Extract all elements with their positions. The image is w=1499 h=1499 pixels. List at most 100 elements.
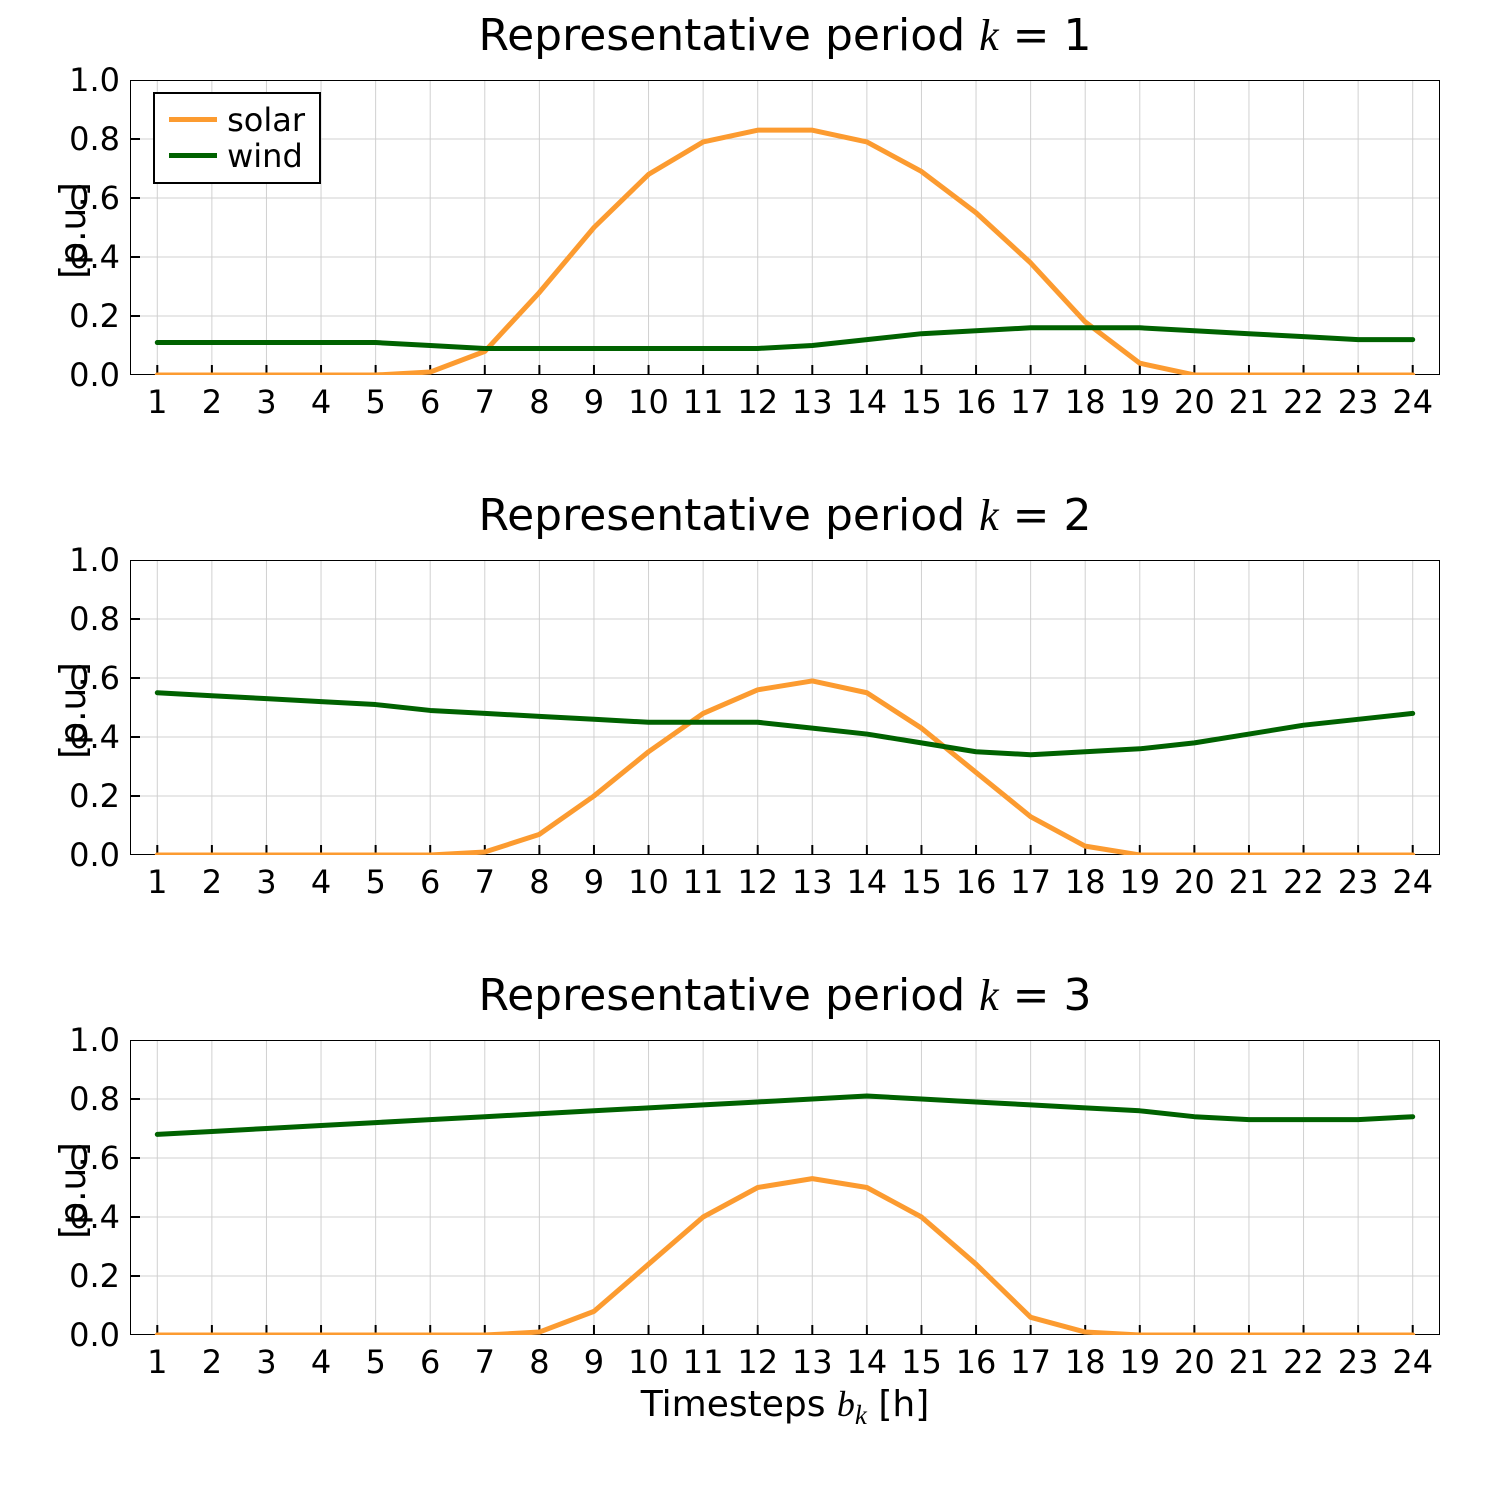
ytick-label: 0.0 — [69, 836, 120, 874]
xtick-label: 22 — [1283, 383, 1324, 421]
panel-title: Representative period k = 2 — [130, 490, 1440, 541]
ytick-label: 0.2 — [69, 777, 120, 815]
xtick-label: 8 — [529, 1343, 549, 1381]
xtick-label: 6 — [420, 383, 440, 421]
ytick-label: 0.0 — [69, 1316, 120, 1354]
xtick-label: 8 — [529, 383, 549, 421]
ytick-label: 0.8 — [69, 600, 120, 638]
gridlines — [130, 80, 1440, 375]
figure-root: { "figure": { "width_px": 1499, "height_… — [0, 0, 1499, 1499]
panel-title: Representative period k = 3 — [130, 970, 1440, 1021]
xtick-label: 8 — [529, 863, 549, 901]
xtick-label: 10 — [628, 1343, 669, 1381]
xtick-label: 17 — [1010, 383, 1051, 421]
xtick-label: 13 — [792, 1343, 833, 1381]
gridlines — [130, 1040, 1440, 1335]
ytick-label: 0.8 — [69, 1080, 120, 1118]
xtick-label: 18 — [1065, 1343, 1106, 1381]
xtick-label: 14 — [847, 383, 888, 421]
xtick-label: 22 — [1283, 1343, 1324, 1381]
ytick-label: 0.0 — [69, 356, 120, 394]
panel-title: Representative period k = 1 — [130, 10, 1440, 61]
xtick-label: 21 — [1229, 863, 1270, 901]
chart-panel-k2: Representative period k = 20.00.20.40.60… — [130, 550, 1440, 930]
series-line-wind — [157, 328, 1412, 349]
gridlines — [130, 560, 1440, 855]
xtick-label: 11 — [683, 1343, 724, 1381]
legend-label-solar: solar — [227, 101, 305, 139]
xtick-label: 23 — [1338, 1343, 1379, 1381]
plot-area: 0.00.20.40.60.81.01234567891011121314151… — [130, 560, 1440, 855]
series-line-solar — [157, 681, 1412, 855]
xtick-label: 24 — [1392, 383, 1433, 421]
xtick-label: 20 — [1174, 383, 1215, 421]
chart-panel-k3: Representative period k = 30.00.20.40.60… — [130, 1030, 1440, 1410]
xtick-label: 10 — [628, 863, 669, 901]
xtick-label: 9 — [584, 863, 604, 901]
y-axis-label: [p.u.] — [53, 1142, 94, 1239]
chart-svg — [130, 80, 1440, 375]
xtick-label: 2 — [202, 1343, 222, 1381]
xtick-label: 24 — [1392, 1343, 1433, 1381]
xtick-label: 3 — [256, 1343, 276, 1381]
ytick-label: 1.0 — [69, 541, 120, 579]
xtick-label: 2 — [202, 863, 222, 901]
x-axis-label: Timesteps bk [h] — [130, 1383, 1440, 1431]
legend-label-wind: wind — [227, 137, 303, 175]
ytick-label: 0.2 — [69, 1257, 120, 1295]
xtick-label: 1 — [147, 863, 167, 901]
legend: solarwind — [153, 92, 321, 184]
ytick-label: 0.8 — [69, 120, 120, 158]
legend-item-wind: wind — [169, 138, 305, 174]
xtick-label: 4 — [311, 1343, 331, 1381]
xtick-label: 2 — [202, 383, 222, 421]
xtick-label: 11 — [683, 383, 724, 421]
chart-svg — [130, 1040, 1440, 1335]
legend-swatch-solar — [169, 117, 217, 122]
y-axis-label: [p.u.] — [53, 182, 94, 279]
series-line-wind — [157, 1096, 1412, 1134]
ytick-label: 0.2 — [69, 297, 120, 335]
xtick-label: 16 — [956, 863, 997, 901]
xtick-label: 1 — [147, 383, 167, 421]
xtick-label: 12 — [737, 863, 778, 901]
xtick-label: 18 — [1065, 863, 1106, 901]
axes-spines — [130, 1040, 1440, 1335]
xtick-label: 11 — [683, 863, 724, 901]
xtick-label: 16 — [956, 383, 997, 421]
xtick-label: 12 — [737, 1343, 778, 1381]
xtick-label: 7 — [475, 863, 495, 901]
xtick-label: 16 — [956, 1343, 997, 1381]
xtick-label: 6 — [420, 1343, 440, 1381]
xtick-label: 20 — [1174, 1343, 1215, 1381]
xtick-label: 5 — [365, 863, 385, 901]
xtick-label: 14 — [847, 1343, 888, 1381]
xtick-label: 1 — [147, 1343, 167, 1381]
xtick-label: 15 — [901, 863, 942, 901]
xtick-label: 9 — [584, 383, 604, 421]
xtick-label: 18 — [1065, 383, 1106, 421]
y-axis-label: [p.u.] — [53, 662, 94, 759]
xtick-label: 5 — [365, 1343, 385, 1381]
plot-area: 0.00.20.40.60.81.01234567891011121314151… — [130, 1040, 1440, 1335]
ytick-label: 1.0 — [69, 61, 120, 99]
axes-spines — [130, 80, 1440, 375]
xtick-label: 24 — [1392, 863, 1433, 901]
xtick-label: 6 — [420, 863, 440, 901]
xtick-label: 23 — [1338, 383, 1379, 421]
tick-marks — [130, 560, 1413, 855]
xtick-label: 22 — [1283, 863, 1324, 901]
xtick-label: 3 — [256, 863, 276, 901]
xtick-label: 10 — [628, 383, 669, 421]
axes-spines — [130, 560, 1440, 855]
plot-area: 0.00.20.40.60.81.01234567891011121314151… — [130, 80, 1440, 375]
series-line-solar — [157, 1179, 1412, 1335]
xtick-label: 4 — [311, 863, 331, 901]
xtick-label: 17 — [1010, 1343, 1051, 1381]
xtick-label: 20 — [1174, 863, 1215, 901]
xtick-label: 15 — [901, 383, 942, 421]
xtick-label: 9 — [584, 1343, 604, 1381]
xtick-label: 5 — [365, 383, 385, 421]
legend-swatch-wind — [169, 153, 217, 158]
xtick-label: 19 — [1119, 1343, 1160, 1381]
